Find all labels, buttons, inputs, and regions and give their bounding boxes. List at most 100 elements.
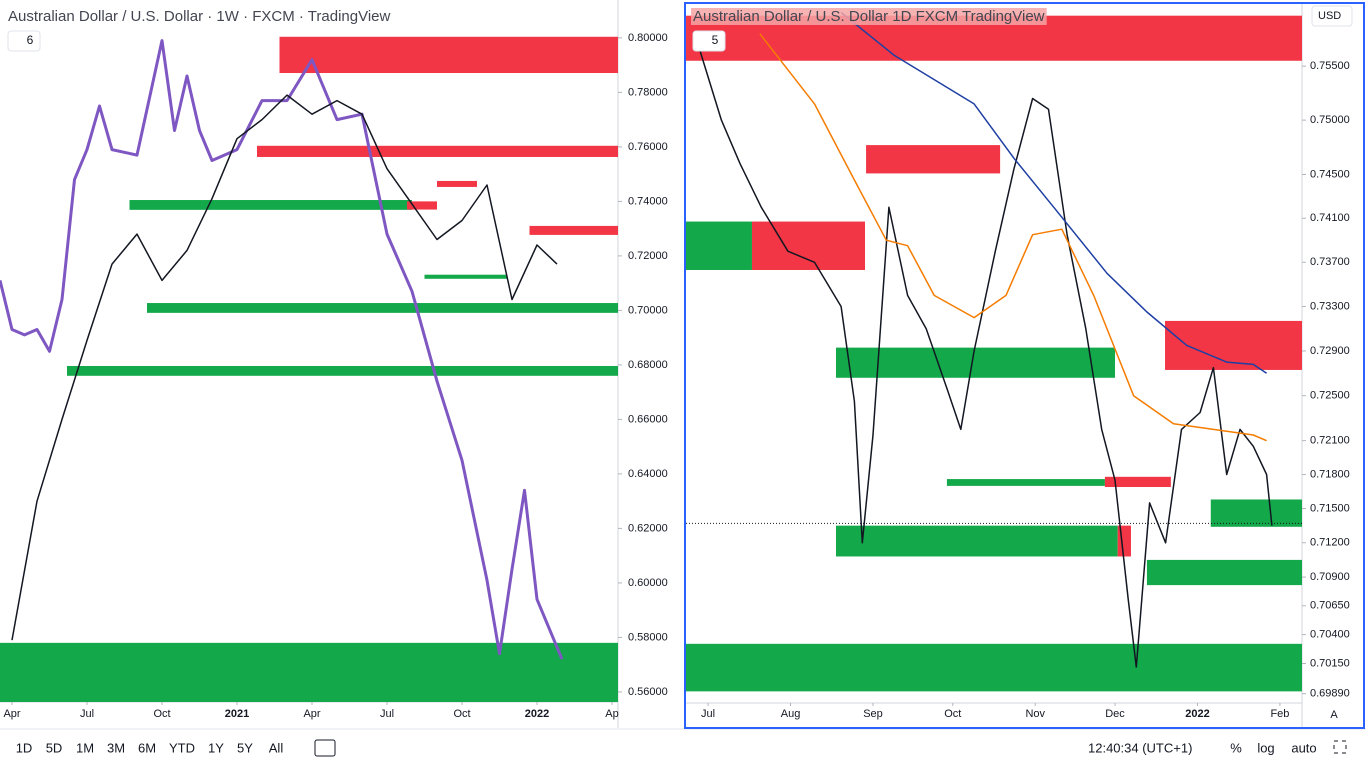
range-button[interactable]: 3M bbox=[107, 740, 125, 755]
x-tick-label: Ap bbox=[605, 708, 618, 720]
x-tick-label: 2021 bbox=[225, 708, 249, 720]
x-tick-label: Oct bbox=[153, 708, 170, 720]
x-tick-label: 2022 bbox=[1185, 708, 1209, 720]
y-tick-label: 0.64000 bbox=[628, 468, 668, 480]
chart-title: Australian Dollar / U.S. Dollar 1D FXCM … bbox=[693, 8, 1045, 25]
zone bbox=[866, 145, 1001, 174]
range-button[interactable]: All bbox=[269, 740, 284, 755]
x-tick-label: Jul bbox=[380, 708, 394, 720]
y-tick-label: 0.62000 bbox=[628, 522, 668, 534]
zone bbox=[686, 643, 1302, 692]
zone bbox=[279, 36, 618, 74]
price-line bbox=[11, 94, 558, 641]
x-tick-label: Aug bbox=[781, 708, 801, 720]
y-tick-label: 0.71200 bbox=[1310, 537, 1350, 549]
y-tick-label: 0.70400 bbox=[1310, 629, 1350, 641]
y-tick-label: 0.75000 bbox=[1310, 114, 1350, 126]
title-background bbox=[691, 7, 1047, 25]
y-tick-label: 0.69890 bbox=[1310, 688, 1350, 700]
y-tick-label: 0.71800 bbox=[1310, 468, 1350, 480]
x-tick-label: Nov bbox=[1025, 708, 1045, 720]
range-button[interactable]: 6M bbox=[138, 740, 156, 755]
y-tick-label: 0.71500 bbox=[1310, 502, 1350, 514]
y-tick-label: 0.73700 bbox=[1310, 256, 1350, 268]
x-tick-label: Sep bbox=[863, 708, 883, 720]
x-tick-label: Jul bbox=[80, 708, 94, 720]
range-button[interactable]: 5D bbox=[46, 740, 63, 755]
clock: 12:40:34 (UTC+1) bbox=[1088, 740, 1192, 755]
x-tick-label: Jul bbox=[701, 708, 715, 720]
range-button[interactable]: 1D bbox=[16, 740, 33, 755]
y-tick-label: 0.70650 bbox=[1310, 600, 1350, 612]
zone bbox=[129, 200, 412, 210]
zone bbox=[946, 479, 1105, 486]
zone bbox=[0, 642, 618, 702]
fullscreen-icon[interactable] bbox=[1333, 740, 1347, 754]
price-line bbox=[759, 33, 1267, 442]
y-tick-label: 0.72100 bbox=[1310, 435, 1350, 447]
y-tick-label: 0.56000 bbox=[628, 686, 668, 698]
zone bbox=[686, 221, 752, 270]
x-tick-label: 2022 bbox=[525, 708, 549, 720]
range-button[interactable]: YTD bbox=[169, 740, 195, 755]
currency: USD bbox=[1318, 10, 1341, 22]
y-tick-label: 0.70150 bbox=[1310, 657, 1350, 669]
range-button[interactable]: 1Y bbox=[208, 740, 224, 755]
y-tick-label: 0.80000 bbox=[628, 32, 668, 44]
chart-title: Australian Dollar / U.S. Dollar · 1W · F… bbox=[8, 8, 390, 25]
zone bbox=[1146, 559, 1302, 586]
zone bbox=[529, 225, 618, 235]
y-tick-label: 0.76000 bbox=[628, 141, 668, 153]
y-tick-label: 0.58000 bbox=[628, 631, 668, 643]
y-tick-label: 0.68000 bbox=[628, 359, 668, 371]
zone bbox=[751, 221, 866, 270]
y-tick-label: 0.72500 bbox=[1310, 390, 1350, 402]
interval-badge: 5 bbox=[712, 33, 719, 47]
range-button[interactable]: 5Y bbox=[237, 740, 253, 755]
log-toggle[interactable]: log bbox=[1257, 740, 1274, 755]
y-tick-label: 0.74000 bbox=[628, 195, 668, 207]
y-tick-label: 0.75500 bbox=[1310, 60, 1350, 72]
price-line bbox=[694, 33, 1273, 668]
y-tick-label: 0.74500 bbox=[1310, 168, 1350, 180]
zone bbox=[424, 274, 507, 279]
price-line bbox=[840, 11, 1268, 374]
zone bbox=[257, 145, 618, 157]
y-tick-label: 0.72900 bbox=[1310, 345, 1350, 357]
date-range-icon[interactable] bbox=[314, 739, 336, 757]
zone bbox=[437, 180, 477, 187]
y-tick-label: 0.70900 bbox=[1310, 571, 1350, 583]
zone bbox=[836, 525, 1118, 557]
range-button[interactable]: 1M bbox=[76, 740, 94, 755]
title-background bbox=[6, 7, 393, 25]
price-line bbox=[0, 39, 564, 660]
zone bbox=[1117, 525, 1131, 557]
zone bbox=[407, 201, 437, 210]
zone bbox=[147, 303, 618, 313]
y-tick-label: 0.70000 bbox=[628, 304, 668, 316]
interval-badge-box[interactable] bbox=[692, 30, 726, 52]
x-tick-label: Dec bbox=[1105, 708, 1125, 720]
percent-toggle[interactable]: % bbox=[1230, 740, 1242, 755]
x-tick-label: Apr bbox=[3, 708, 20, 720]
x-tick-label: Feb bbox=[1270, 708, 1289, 720]
currency-box[interactable] bbox=[1311, 5, 1353, 27]
interval-badge-box[interactable] bbox=[7, 30, 41, 52]
x-tick-label: Apr bbox=[303, 708, 320, 720]
plot-area bbox=[0, 36, 618, 702]
y-tick-label: 0.66000 bbox=[628, 413, 668, 425]
y-tick-label: 0.73300 bbox=[1310, 300, 1350, 312]
active-panel-border bbox=[684, 2, 1365, 729]
x-tick-label: Oct bbox=[944, 708, 961, 720]
y-tick-label: 0.74100 bbox=[1310, 212, 1350, 224]
plot-area bbox=[686, 11, 1302, 692]
y-tick-label: 0.60000 bbox=[628, 577, 668, 589]
zone bbox=[1104, 476, 1171, 488]
y-tick-label: 0.72000 bbox=[628, 250, 668, 262]
zone bbox=[67, 365, 618, 376]
scale-mode[interactable]: A bbox=[1330, 709, 1338, 721]
auto-toggle[interactable]: auto bbox=[1291, 740, 1316, 755]
y-tick-label: 0.78000 bbox=[628, 86, 668, 98]
